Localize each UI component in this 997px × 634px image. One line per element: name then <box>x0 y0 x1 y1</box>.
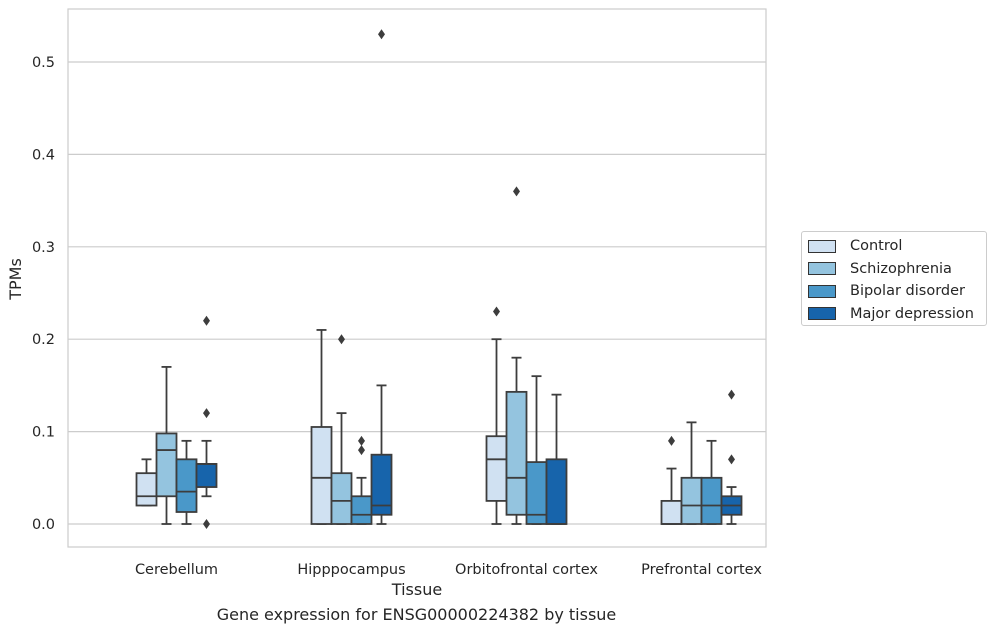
box-hipppocampus-control <box>310 329 333 525</box>
x-axis-label: Tissue <box>391 580 442 599</box>
box-body <box>485 435 508 502</box>
box-cerebellum-bipolar-disorder <box>175 439 198 525</box>
outlier-point <box>358 435 365 446</box>
y-tick-label: 0.3 <box>32 240 55 256</box>
box-prefrontal-cortex-control <box>660 435 683 525</box>
box-body <box>505 390 528 516</box>
x-tick-label: Prefrontal cortex <box>641 562 762 578</box>
box-body <box>175 458 198 513</box>
legend-swatch-schizophrenia <box>808 262 836 276</box>
legend-label-schizophrenia: Schizophrenia <box>850 260 952 277</box>
legend-label-major-depression: Major depression <box>850 305 974 322</box>
box-body <box>350 495 373 525</box>
legend-label-control: Control <box>850 238 903 255</box>
box-prefrontal-cortex-schizophrenia <box>680 421 703 525</box>
y-tick-label: 0.5 <box>32 55 55 71</box>
box-cerebellum-major-depression <box>195 315 218 529</box>
legend: Control Schizophrenia Bipolar disorder M… <box>801 231 987 326</box>
box-body <box>195 463 218 488</box>
box-hipppocampus-schizophrenia <box>330 334 353 525</box>
outlier-point <box>203 519 210 529</box>
y-axis-label: TPMs <box>6 258 25 301</box>
plot-frame <box>67 8 767 548</box>
legend-label-bipolar-disorder: Bipolar disorder <box>850 283 965 300</box>
box-body <box>330 472 353 525</box>
legend-swatch-bipolar-disorder <box>808 284 836 298</box>
box-prefrontal-cortex-bipolar-disorder <box>700 439 723 525</box>
legend-swatch-control <box>808 239 836 253</box>
outlier-point <box>358 445 365 456</box>
legend-swatch-major-depression <box>808 307 836 321</box>
outlier-point <box>203 315 210 326</box>
box-cerebellum-control <box>135 458 158 507</box>
x-tick-label: Hipppocampus <box>297 562 405 578</box>
x-tick-label: Orbitofrontal cortex <box>455 562 598 578</box>
box-hipppocampus-bipolar-disorder <box>350 435 373 525</box>
box-body <box>680 476 703 525</box>
figure-caption: Gene expression for ENSG00000224382 by t… <box>216 605 617 624</box>
box-hipppocampus-major-depression <box>370 29 393 525</box>
box-body <box>700 476 723 525</box>
box-body <box>155 432 178 498</box>
outlier-point <box>728 454 735 465</box>
box-cerebellum-schizophrenia <box>155 366 178 525</box>
legend-item-schizophrenia: Schizophrenia <box>808 258 986 281</box>
legend-item-bipolar-disorder: Bipolar disorder <box>808 280 986 303</box>
box-orbitofrontal-cortex-major-depression <box>545 393 568 525</box>
y-tick-label: 0.0 <box>32 517 55 533</box>
y-tick-label: 0.4 <box>32 147 55 163</box>
box-body <box>370 453 393 516</box>
y-tick-label: 0.1 <box>32 425 55 441</box>
box-body <box>310 426 333 525</box>
legend-item-control: Control <box>808 235 986 258</box>
grid-lines <box>68 61 766 525</box>
outlier-point <box>378 29 385 40</box>
box-orbitofrontal-cortex-schizophrenia <box>505 186 528 525</box>
box-body <box>660 499 683 525</box>
x-tick-label: Cerebellum <box>135 562 218 578</box>
outlier-point <box>728 389 735 400</box>
legend-item-major-depression: Major depression <box>808 303 986 326</box>
outlier-point <box>338 334 345 345</box>
outlier-point <box>493 306 500 317</box>
outlier-point <box>513 186 520 197</box>
box-groups <box>135 29 743 529</box>
x-tick-labels: Cerebellum Hipppocampus Orbitofrontal cort… <box>135 562 762 578</box>
outlier-point <box>203 408 210 419</box>
box-body <box>135 472 158 507</box>
y-tick-label: 0.2 <box>32 332 55 348</box>
box-prefrontal-cortex-major-depression <box>720 389 743 525</box>
outlier-point <box>668 435 675 446</box>
y-tick-labels: 0.0 0.1 0.2 0.3 0.4 0.5 <box>32 55 55 533</box>
box-body <box>545 458 568 525</box>
box-orbitofrontal-cortex-bipolar-disorder <box>525 375 548 525</box>
